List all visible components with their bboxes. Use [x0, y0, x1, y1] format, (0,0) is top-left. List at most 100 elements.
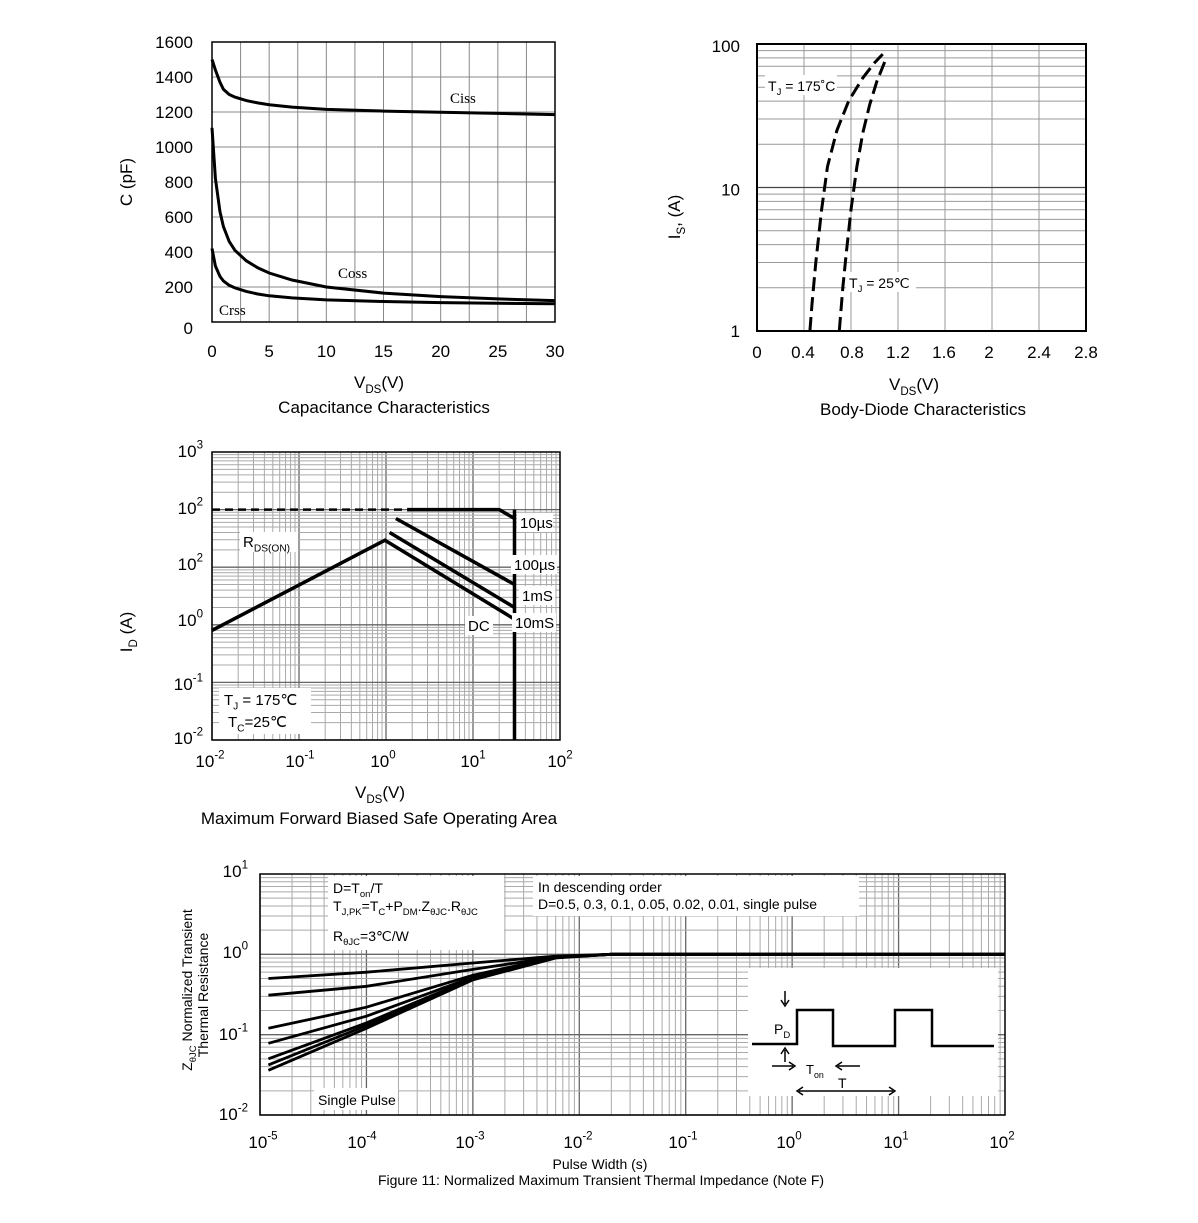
y-tick-label: 1200 — [155, 103, 193, 122]
x-axis-label: VDS(V) — [355, 783, 405, 806]
x-tick-label: 101 — [460, 750, 485, 772]
y-tick-label: 10-2 — [219, 1103, 248, 1125]
y-tick-label: 10-2 — [174, 727, 203, 749]
x-tick-label: 10-3 — [455, 1131, 484, 1153]
series-line-ciss — [210, 59, 556, 117]
formula-duty: D=Ton/T — [333, 880, 383, 900]
series-line-tj-25 — [837, 57, 888, 332]
x-tick-label: 10-5 — [248, 1131, 277, 1153]
x-tick-label: 10-1 — [285, 750, 314, 772]
y-tick-label: 100 — [223, 941, 248, 963]
label-backdrop — [511, 555, 557, 574]
order-note-box — [533, 876, 859, 916]
x-tick-label: 10-1 — [668, 1131, 697, 1153]
series-label-10ms: 10mS — [515, 615, 554, 632]
label-backdrop — [240, 532, 298, 552]
x-tick-label: 0 — [207, 342, 216, 361]
x-tick-label: 0.8 — [840, 343, 864, 362]
x-tick-label: 102 — [989, 1131, 1014, 1153]
label-backdrop — [314, 1088, 398, 1110]
order-note-line2: D=0.5, 0.3, 0.1, 0.05, 0.02, 0.01, singl… — [538, 896, 817, 912]
y-tick-label: 800 — [165, 173, 193, 192]
ton-arrow-left-icon — [834, 1061, 860, 1071]
chart-title: Body-Diode Characteristics — [820, 400, 1026, 419]
y-tick-label: 1600 — [155, 33, 193, 52]
series-label-10us: 10µs — [520, 515, 553, 532]
y-tick-label: 100 — [712, 37, 740, 56]
series-label-ciss: Ciss — [450, 91, 476, 107]
x-tick-label: 2.8 — [1074, 343, 1098, 362]
x-axis-label: Pulse Width (s) — [553, 1156, 648, 1172]
label-backdrop — [846, 272, 916, 292]
x-tick-label: 2.4 — [1027, 343, 1051, 362]
y-tick-label: 1400 — [155, 68, 193, 87]
tc-label: TC=25℃ — [228, 714, 287, 735]
ton-arrow-right-icon — [772, 1061, 797, 1071]
plot-frame — [756, 43, 1087, 332]
pulse-inset-backdrop — [748, 968, 998, 1096]
safe-operating-area-chart: 10µs 100µs 1mS 10mS DC RDS(ON) TJ = 175℃TC=25℃… — [117, 440, 573, 829]
y-tick-label: 0 — [184, 319, 193, 338]
y-tick-label: 1 — [731, 322, 740, 341]
pulse-waveform — [752, 1008, 994, 1048]
x-tick-label: 2 — [984, 343, 993, 362]
y-tick-label: 102 — [178, 497, 203, 519]
x-tick-label: 102 — [547, 750, 572, 772]
x-tick-label: 10-2 — [563, 1131, 592, 1153]
y-tick-label: 200 — [165, 278, 193, 297]
y-tick-label: 600 — [165, 208, 193, 227]
x-tick-label: 5 — [264, 342, 273, 361]
period-arrow-icon — [795, 1086, 897, 1096]
y-axis-label: IS, (A) — [665, 195, 688, 240]
y-tick-label: 400 — [165, 243, 193, 262]
x-tick-label: 0.4 — [791, 343, 815, 362]
pd-arrow-down-icon — [780, 991, 790, 1008]
inset-ton-label: Ton — [806, 1062, 824, 1080]
y-tick-label: 1000 — [155, 138, 193, 157]
chart-title: Capacitance Characteristics — [278, 398, 490, 417]
x-tick-label: 10 — [317, 342, 336, 361]
tj-label: TJ = 175℃ — [224, 692, 297, 713]
x-axis-label: VDS(V) — [889, 375, 939, 398]
series-line-coss — [210, 127, 556, 303]
x-tick-label: 15 — [374, 342, 393, 361]
series-label-coss: Coss — [338, 266, 367, 282]
series-label-tj-175: TJ = 175˚C — [768, 78, 835, 98]
label-backdrop — [517, 513, 553, 532]
soa-line-10s — [407, 507, 516, 521]
y-tick-label: 101 — [223, 860, 248, 882]
y-tick-label: 10-1 — [174, 673, 203, 695]
label-backdrop — [219, 688, 311, 734]
chart-title: Maximum Forward Biased Safe Operating Ar… — [201, 809, 558, 828]
x-tick-label: 1.6 — [932, 343, 956, 362]
formula-box — [328, 876, 504, 950]
label-backdrop — [519, 586, 555, 605]
x-tick-label: 10-4 — [347, 1131, 377, 1153]
series-label-tj-25: TJ = 25℃ — [849, 275, 910, 295]
single-pulse-label: Single Pulse — [318, 1092, 396, 1108]
series-line-crss — [210, 248, 556, 306]
x-tick-label: 10-2 — [195, 750, 224, 772]
y-axis-label: ID (A) — [117, 612, 140, 652]
x-tick-label: 25 — [488, 342, 507, 361]
inset-t-label: T — [838, 1075, 847, 1091]
soa-line-rdson — [211, 538, 387, 632]
body-diode-chart: 0 0.4 0.8 1.2 1.6 2 2.4 2.8 1 10 100 TJ = 175˚C TJ =… — [665, 37, 1098, 419]
series-label-100us: 100µs — [514, 557, 555, 574]
soa-line-100s — [395, 516, 516, 587]
plot-frame — [211, 451, 561, 741]
series-line-single-pulse — [267, 952, 1005, 1072]
series-label-dc: DC — [468, 618, 490, 635]
series-line-tj-175 — [808, 53, 884, 332]
x-tick-label: 1.2 — [886, 343, 910, 362]
formula-tj: TJ,PK=TC+PDM.ZθJC.RθJC — [333, 898, 478, 918]
y-tick-label: 10-1 — [219, 1023, 248, 1045]
label-backdrop — [512, 613, 556, 632]
y-tick-label: 103 — [178, 440, 203, 462]
label-backdrop — [765, 75, 837, 95]
y-axis-label-line1: ZθJC Normalized Transient — [179, 909, 199, 1071]
pd-arrow-up-icon — [780, 1046, 790, 1062]
y-axis-label: C (pF) — [117, 158, 136, 206]
y-tick-label: 102 — [178, 553, 203, 575]
